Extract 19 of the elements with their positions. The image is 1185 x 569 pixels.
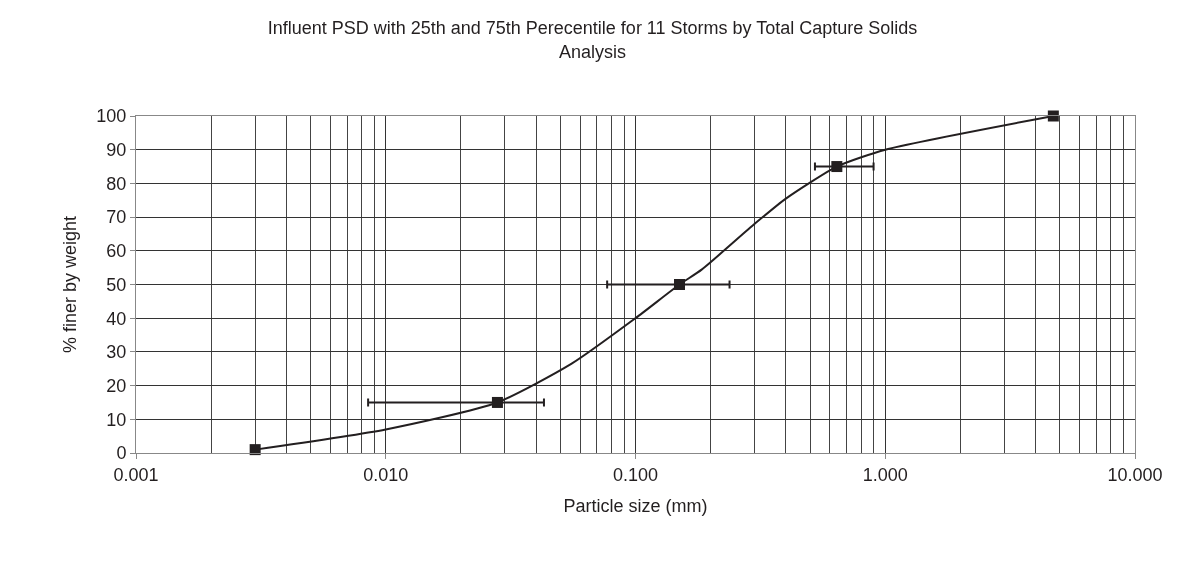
y-tick-label: 0 [116, 443, 127, 464]
x-axis-title: Particle size (mm) [563, 495, 708, 516]
y-tick-label: 70 [106, 207, 127, 228]
y-axis-title: % finer by weight [59, 215, 80, 354]
y-tick-label: 10 [106, 409, 127, 430]
y-tick-label: 30 [106, 342, 127, 363]
x-tick-label: 0.001 [113, 464, 159, 485]
x-tick-label: 0.010 [363, 464, 409, 485]
x-tick-label: 1.000 [862, 464, 908, 485]
x-tick-label: 0.100 [612, 464, 659, 485]
y-tick-label: 40 [106, 308, 127, 329]
y-tick-label: 60 [106, 241, 127, 262]
y-tick-label: 90 [106, 140, 127, 160]
y-tick-label: 80 [106, 173, 127, 194]
chart-title: Influent PSD with 25th and 75th Perecentile for 11 Storms by Total Capture Solids Analysis [267, 18, 918, 62]
x-tick-label: 10.000 [1107, 464, 1163, 485]
y-tick-label: 100 [96, 106, 127, 127]
y-tick-label: 20 [106, 375, 127, 396]
y-tick-label: 50 [106, 274, 127, 295]
